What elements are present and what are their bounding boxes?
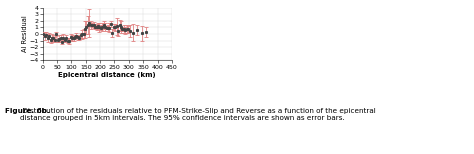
Text: Distribution of the residuals relative to PFM-Strike-Slip and Reverse as a funct: Distribution of the residuals relative t… — [20, 108, 376, 121]
Y-axis label: AI Residual: AI Residual — [22, 16, 28, 52]
X-axis label: Epicentral distance (km): Epicentral distance (km) — [58, 72, 156, 78]
Text: Figure. 6b.: Figure. 6b. — [5, 108, 49, 114]
